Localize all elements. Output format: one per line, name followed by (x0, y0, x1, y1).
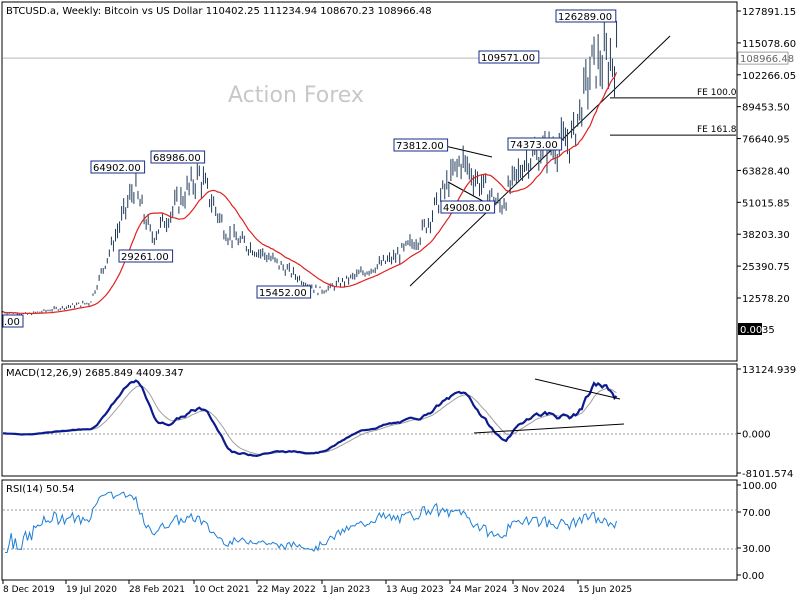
price-label-box (555, 9, 617, 23)
price-tick-label: 127891.15 (742, 7, 796, 18)
macd-title: MACD(12,26,9) 2685.849 4409.347 (6, 368, 184, 379)
current-price-tag: 108966.48 (740, 54, 794, 65)
price-tick-label: 12578.20 (742, 294, 790, 305)
time-axis: 8 Dec 2019 19 Jul 2020 28 Feb 2021 10 Oct 2… (2, 580, 632, 595)
x-tick-label: 8 Dec 2019 (3, 585, 55, 595)
x-tick-label: 13 Aug 2023 (386, 585, 444, 595)
price-label-box (478, 50, 540, 64)
x-tick-label: 24 Mar 2024 (450, 585, 507, 595)
fib-extension-levels: FE 100.0 FE 161.8 (610, 88, 737, 136)
price-label-box (440, 200, 496, 214)
price-trendline (409, 35, 671, 287)
x-tick-label: 15 Jun 2025 (578, 585, 632, 595)
price-label: 109571.00 (481, 53, 535, 64)
price-label: 68986.00 (153, 153, 201, 164)
macd-tick-label: -8101.574 (742, 469, 793, 480)
left-edge-label-box (2, 314, 24, 328)
x-tick-label: 22 May 2022 (257, 585, 316, 595)
price-tick-label: 38203.30 (742, 230, 790, 241)
price-tick-label: 25390.75 (742, 262, 790, 273)
price-bars (2, 20, 618, 316)
price-label: 126289.00 (558, 12, 612, 23)
price-panel (1, 1, 738, 362)
price-tick-label: 51015.85 (742, 198, 790, 209)
price-label-box (118, 249, 174, 263)
price-label: 29261.00 (121, 252, 169, 263)
fib-level-label: FE 100.0 (697, 88, 737, 98)
rsi-tick-label: 30.00 (742, 544, 771, 555)
price-tick-label: 102266.05 (742, 71, 796, 82)
current-price-tag-box (737, 51, 789, 65)
rsi-tick-label: 100.00 (742, 481, 777, 492)
price-label: 73812.00 (396, 141, 444, 152)
price-label-box (507, 137, 563, 151)
price-label: 64902.00 (93, 163, 141, 174)
chart-header: BTCUSD.a, Weekly: Bitcoin vs US Dollar 1… (6, 6, 432, 17)
rsi-title: RSI(14) 50.54 (6, 484, 75, 495)
price-tick-label: 89453.50 (742, 103, 790, 114)
price-label: 74373.00 (510, 140, 558, 151)
left-edge-label: .00 (4, 317, 20, 328)
rsi-panel (1, 479, 738, 581)
price-label-box (256, 285, 312, 299)
price-tick-label: 76640.95 (742, 135, 790, 146)
watermark: Action Forex (228, 83, 364, 108)
macd-lower-trendline (473, 423, 625, 434)
triangle-upper-line (444, 145, 493, 158)
zero-tag: 0.00 (740, 325, 762, 336)
x-tick-label: 3 Nov 2024 (513, 585, 565, 595)
moving-average-line (2, 72, 618, 315)
rsi-tick-label: 0.00 (742, 571, 764, 582)
x-tick-label: 19 Jul 2020 (66, 585, 117, 595)
rsi-tick-label: 70.00 (742, 508, 771, 519)
price-label-box (393, 138, 449, 152)
price-label: 49008.00 (443, 203, 491, 214)
rsi-y-axis: 100.00 70.00 30.00 0.00 (737, 481, 777, 582)
macd-y-axis: 13124.939 0.000 -8101.574 (737, 365, 796, 480)
macd-tick-label: 0.000 (742, 429, 771, 440)
price-tick-label: 63828.40 (742, 166, 790, 177)
zero-tag-box (738, 323, 762, 335)
price-reference-lines: 108966.48 0.00 35 (3, 35, 794, 336)
macd-upper-trendline (534, 378, 621, 400)
x-tick-label: 28 Feb 2021 (129, 585, 185, 595)
rsi-line (5, 491, 617, 553)
price-label-box (150, 150, 206, 164)
macd-tick-label: 13124.939 (742, 365, 796, 376)
macd-panel (1, 363, 738, 477)
zero-tag-suffix: 35 (762, 325, 775, 336)
macd-line (2, 379, 618, 458)
price-tick-label: 115078.60 (742, 39, 796, 50)
x-tick-label: 1 Jan 2023 (322, 585, 370, 595)
price-y-axis: 127891.15 115078.60 102266.05 89453.50 76640… (737, 7, 796, 305)
price-label-box (90, 160, 146, 174)
price-labels: 126289.00 109571.00 73812.00 74373.00 64902.… (2, 9, 617, 328)
fib-level-label: FE 161.8 (697, 125, 737, 135)
price-label: 15452.00 (259, 288, 307, 299)
x-tick-label: 10 Oct 2021 (194, 585, 250, 595)
